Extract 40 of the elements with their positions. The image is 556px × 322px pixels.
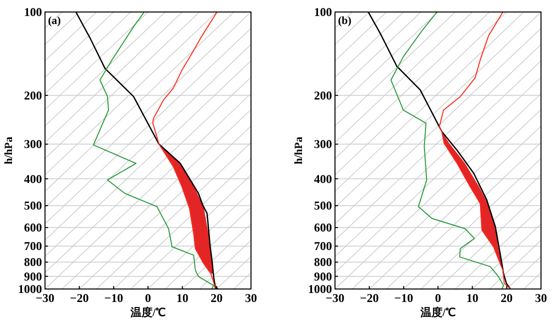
y-axis-title: h/hPa <box>3 136 15 164</box>
y-tick-label: 1000 <box>308 282 332 296</box>
y-axis-title: h/hPa <box>293 136 305 164</box>
y-tick-label: 600 <box>24 220 42 235</box>
y-tick-label: 700 <box>24 239 42 254</box>
y-tick-label: 300 <box>314 137 332 152</box>
x-tick-label: 10 <box>466 291 478 305</box>
y-tick-label: 400 <box>314 172 332 186</box>
y-tick-label: 300 <box>24 137 42 152</box>
y-tick-label: 500 <box>314 198 332 213</box>
x-tick-label: −10 <box>104 291 124 305</box>
y-tick-label: 1000 <box>18 282 42 296</box>
y-tick-label: 700 <box>314 239 332 254</box>
x-axis-title: 温度/℃ <box>419 306 456 319</box>
y-tick-label: 100 <box>24 5 42 19</box>
annotation: (a) <box>48 15 62 27</box>
annotation: (b) <box>338 15 352 27</box>
y-tick-label: 200 <box>314 88 332 102</box>
x-tick-label: 30 <box>535 291 547 305</box>
y-tick-label: 900 <box>314 269 332 284</box>
y-tick-label: 500 <box>24 198 42 213</box>
x-axis-title: 温度/℃ <box>129 306 166 319</box>
x-tick-label: 20 <box>500 291 513 305</box>
line-series <box>152 12 218 289</box>
y-tick-label: 400 <box>24 172 42 186</box>
y-tick-label: 900 <box>24 269 42 284</box>
x-tick-label: −10 <box>394 291 414 305</box>
y-tick-label: 200 <box>24 88 42 102</box>
x-tick-label: 20 <box>210 291 223 305</box>
y-tick-label: 800 <box>24 255 42 270</box>
line-series <box>390 12 504 289</box>
x-tick-label: −20 <box>70 291 89 305</box>
x-tick-label: 30 <box>245 291 257 305</box>
x-tick-label: −20 <box>360 291 379 305</box>
x-tick-label: 0 <box>435 291 441 305</box>
x-tick-label: 0 <box>145 291 151 305</box>
y-tick-label: 800 <box>314 255 332 270</box>
x-tick-label: 10 <box>176 291 188 305</box>
y-tick-label: 100 <box>314 5 332 19</box>
y-tick-label: 600 <box>314 220 332 235</box>
